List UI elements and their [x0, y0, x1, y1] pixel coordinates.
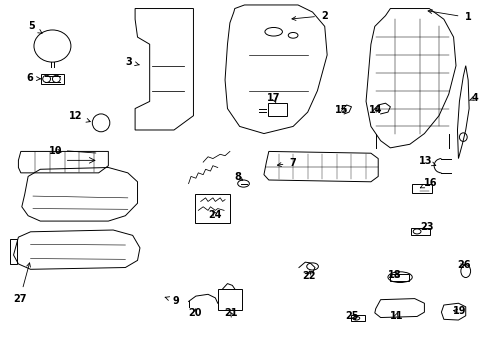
- Bar: [267, 103, 287, 116]
- Text: 13: 13: [418, 157, 435, 166]
- Text: 22: 22: [301, 271, 315, 281]
- Text: 21: 21: [224, 308, 237, 318]
- Text: 2: 2: [291, 11, 327, 21]
- Text: 20: 20: [188, 308, 201, 318]
- Text: 15: 15: [334, 105, 348, 115]
- Text: 6: 6: [26, 73, 41, 83]
- Bar: [41, 73, 63, 84]
- Text: 26: 26: [457, 260, 470, 270]
- Bar: [411, 184, 431, 193]
- Text: 4: 4: [468, 93, 478, 103]
- Bar: [217, 289, 242, 310]
- Text: 25: 25: [345, 311, 359, 321]
- Bar: [410, 228, 429, 235]
- Text: 14: 14: [368, 105, 382, 115]
- Text: 3: 3: [125, 57, 139, 67]
- Text: 17: 17: [266, 93, 280, 103]
- Text: 11: 11: [388, 311, 402, 321]
- Text: 19: 19: [452, 306, 465, 316]
- Bar: [10, 239, 18, 264]
- Text: 8: 8: [234, 172, 242, 182]
- Bar: [389, 274, 408, 281]
- Text: 23: 23: [419, 222, 433, 232]
- Text: 27: 27: [13, 263, 30, 303]
- Text: 12: 12: [68, 111, 90, 122]
- Text: 1: 1: [427, 10, 470, 22]
- Bar: [351, 315, 365, 321]
- Text: 16: 16: [420, 178, 436, 188]
- Bar: [195, 194, 229, 223]
- Text: 5: 5: [28, 21, 42, 33]
- Text: 10: 10: [49, 146, 62, 156]
- Text: 24: 24: [208, 210, 222, 220]
- Text: 9: 9: [165, 296, 179, 306]
- Text: 18: 18: [386, 270, 400, 280]
- Text: 7: 7: [277, 158, 296, 168]
